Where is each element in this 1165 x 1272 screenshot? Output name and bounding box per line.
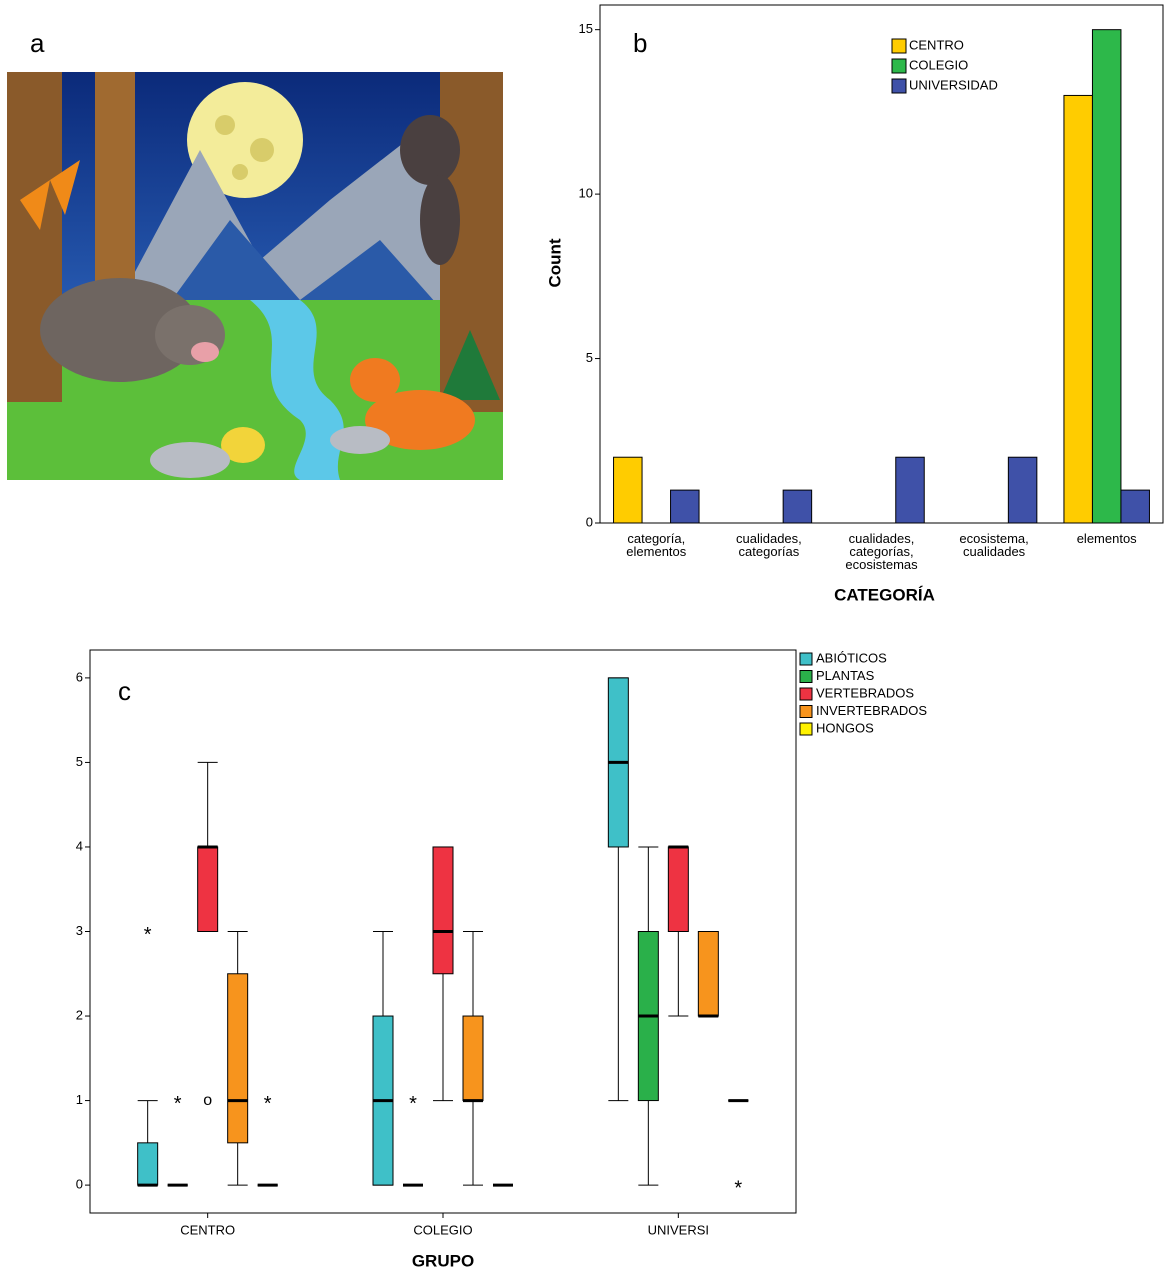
legend-label: COLEGIO bbox=[909, 57, 968, 72]
legend-swatch bbox=[891, 38, 907, 54]
box bbox=[227, 973, 249, 1144]
bar bbox=[1120, 489, 1150, 524]
outlier: o bbox=[203, 1092, 212, 1109]
legend-swatch bbox=[799, 652, 813, 666]
x-tick-label: ecosistema, cualidades bbox=[959, 531, 1028, 559]
bar bbox=[1063, 94, 1093, 524]
y-tick-label: 6 bbox=[76, 669, 83, 684]
y-tick-label: 0 bbox=[76, 1177, 83, 1192]
x-tick-label: categoría, elementos bbox=[626, 531, 686, 559]
box bbox=[462, 1015, 484, 1102]
legend-label: UNIVERSIDAD bbox=[909, 77, 998, 92]
panel-label: c bbox=[118, 676, 131, 706]
legend-label: VERTEBRADOS bbox=[816, 685, 914, 700]
y-tick-label: 15 bbox=[579, 21, 593, 36]
x-tick-label: UNIVERSI bbox=[648, 1222, 709, 1237]
legend-label: INVERTEBRADOS bbox=[816, 703, 927, 718]
bar bbox=[895, 456, 925, 524]
legend-label: CENTRO bbox=[909, 37, 964, 52]
outlier: * bbox=[734, 1177, 742, 1199]
box bbox=[137, 1142, 159, 1186]
bar bbox=[1091, 29, 1122, 524]
box bbox=[432, 846, 454, 975]
legend-swatch bbox=[799, 705, 813, 718]
x-tick-label: cualidades, categorías, ecosistemas bbox=[845, 531, 918, 572]
legend-label: PLANTAS bbox=[816, 668, 875, 683]
bar bbox=[613, 456, 643, 524]
x-tick-label: CENTRO bbox=[180, 1222, 235, 1237]
y-tick-label: 4 bbox=[76, 838, 83, 853]
panel-label: a bbox=[30, 28, 45, 58]
y-tick-label: 0 bbox=[586, 514, 593, 529]
y-tick-label: 10 bbox=[579, 186, 593, 201]
x-axis-title: CATEGORÍA bbox=[834, 585, 935, 604]
legend-swatch bbox=[799, 722, 813, 736]
y-tick-label: 5 bbox=[586, 350, 593, 365]
illustration bbox=[7, 72, 503, 480]
y-tick-label: 2 bbox=[76, 1007, 83, 1022]
legend-label: ABIÓTICOS bbox=[816, 650, 887, 665]
legend-swatch bbox=[799, 670, 813, 683]
outlier: * bbox=[409, 1093, 417, 1115]
outlier: * bbox=[144, 924, 152, 946]
plot-frame bbox=[599, 4, 1164, 524]
legend-label: HONGOS bbox=[816, 720, 874, 735]
bar bbox=[670, 489, 700, 524]
box bbox=[197, 846, 219, 932]
box bbox=[667, 846, 689, 932]
legend-swatch bbox=[891, 58, 907, 74]
y-tick-label: 5 bbox=[76, 754, 83, 769]
y-axis-title: Count bbox=[545, 238, 564, 287]
bar bbox=[1007, 456, 1038, 524]
outlier: * bbox=[174, 1093, 182, 1115]
x-tick-label: cualidades, categorías bbox=[736, 531, 802, 559]
outlier: * bbox=[264, 1093, 272, 1115]
y-tick-label: 1 bbox=[76, 1092, 83, 1107]
legend-swatch bbox=[891, 78, 907, 94]
bar bbox=[782, 489, 813, 524]
x-tick-label: COLEGIO bbox=[413, 1222, 472, 1237]
legend-swatch bbox=[799, 687, 813, 701]
box bbox=[697, 931, 719, 1017]
x-tick-label: elementos bbox=[1077, 531, 1137, 546]
y-tick-label: 3 bbox=[76, 923, 83, 938]
panel-label: b bbox=[633, 28, 647, 58]
x-axis-title: GRUPO bbox=[412, 1251, 474, 1270]
